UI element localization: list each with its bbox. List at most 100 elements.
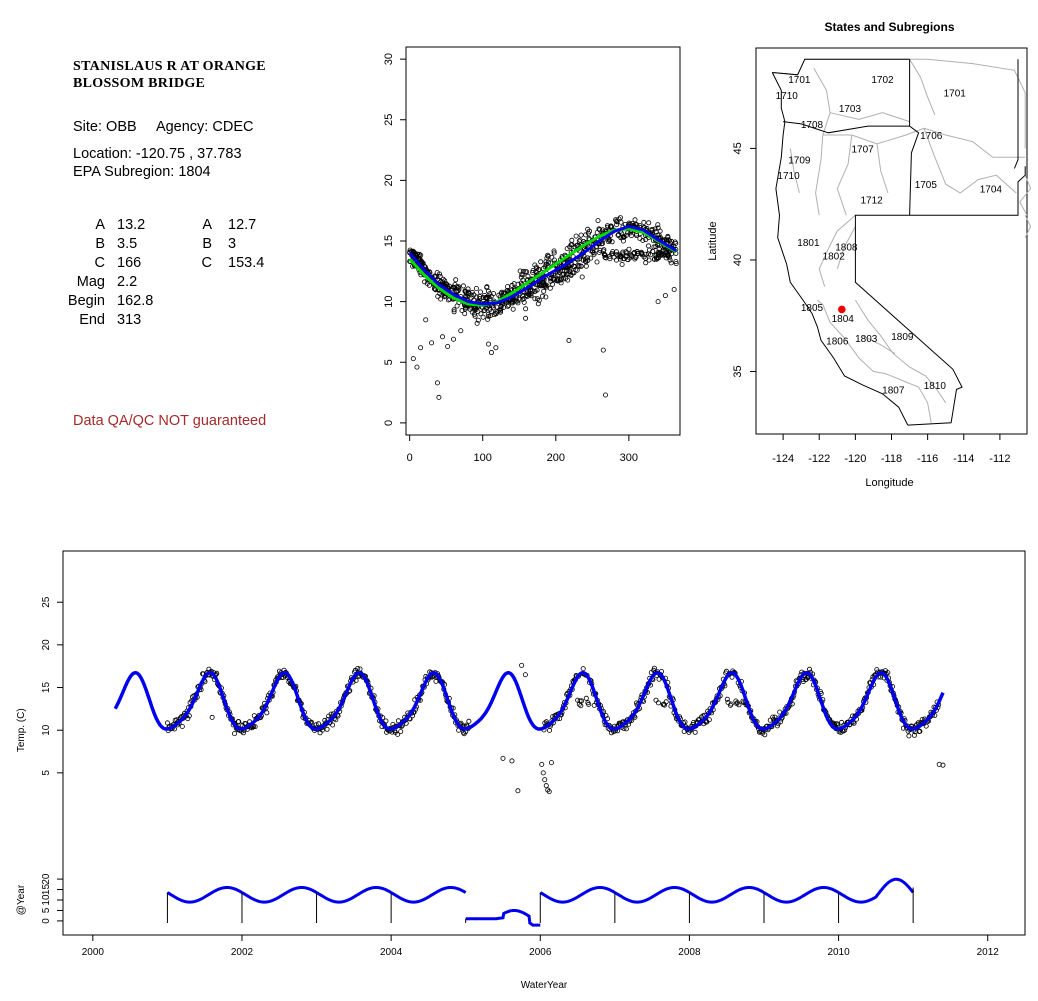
doy-outlier-point [602, 392, 608, 398]
map-subregion-boundary [1024, 215, 1032, 238]
ts-point [762, 732, 768, 738]
ts-sub-y-tick-label: 0 [41, 918, 52, 924]
map-region-label: 1710 [776, 91, 799, 102]
doy-point [571, 264, 577, 270]
doy-x-tick-label: 100 [474, 452, 492, 464]
map-region-label: 1805 [801, 303, 824, 314]
doy-point [641, 219, 647, 225]
param-right-label: B [202, 236, 212, 252]
doy-point [525, 273, 531, 279]
ts-outlier-point [500, 755, 506, 761]
doy-point [480, 295, 486, 301]
doy-point [433, 287, 439, 293]
doy-point [613, 217, 619, 223]
ts-point [185, 716, 191, 722]
doy-point [621, 234, 627, 240]
ts-point [651, 665, 657, 671]
doy-point [505, 303, 511, 309]
doy-point [434, 270, 440, 276]
map-region-label: 1804 [832, 314, 855, 325]
map-region-label: 1702 [871, 75, 894, 86]
doy-point [487, 296, 493, 302]
param-left-row: A 13.2 [0, 216, 190, 235]
ts-sub-y-tick-label: 10 [41, 894, 52, 906]
doy-point [643, 237, 649, 243]
doy-point [551, 250, 557, 256]
doy-point [477, 293, 483, 299]
ts-x-tick-label: 2004 [380, 947, 403, 958]
doy-point [449, 286, 455, 292]
doy-point [666, 254, 672, 260]
timeseries-plot: 2000 2002 2004 2006 2008 2010 2012510152025Wat… [16, 550, 1026, 991]
doy-point [510, 306, 516, 312]
ts-point [706, 717, 712, 723]
map-state-boundary-montana [1013, 59, 1019, 169]
param-right-value: 12.7 [228, 217, 257, 233]
doy-point [551, 248, 557, 254]
doy-point [646, 243, 652, 249]
ts-seasonal-fit-line [113, 670, 945, 731]
map-region-label: 1809 [891, 332, 914, 343]
doy-plot: 0 100 200 300 0 5 10 15 20 25 30 [383, 46, 681, 464]
ts-point [623, 726, 629, 732]
ts-point [682, 719, 688, 725]
doy-outlier-point [445, 343, 451, 349]
doy-point [532, 296, 538, 302]
timeseries-frame [62, 550, 1026, 936]
param-left-value: 3.5 [117, 236, 138, 252]
doy-outlier-point [493, 345, 499, 351]
map-region-label: 1808 [835, 243, 858, 254]
doy-outlier-point [440, 334, 446, 340]
doy-point [536, 267, 542, 273]
ts-point [835, 722, 841, 728]
doy-point [652, 226, 658, 232]
doy-point [551, 257, 557, 263]
doy-point [475, 317, 481, 323]
doy-point [597, 227, 603, 233]
doy-point [520, 277, 526, 283]
doy-point [548, 260, 554, 266]
ts-x-tick-label: 2010 [827, 947, 850, 958]
doy-point [628, 233, 634, 239]
doy-y-tick-label: 5 [383, 359, 395, 365]
doy-point [466, 291, 472, 297]
doy-point [454, 303, 460, 309]
map-region-label: 1705 [915, 180, 938, 191]
parameter-table-right: A 12.7 B 3 C 153.4 [0, 216, 280, 276]
doy-point [494, 309, 500, 315]
map-y-tick-label: 40 [732, 254, 744, 266]
ts-point [724, 696, 730, 702]
doy-outlier-point [436, 394, 442, 400]
ts-outlier-point [235, 719, 241, 725]
ts-outlier-point [522, 672, 528, 678]
doy-point [608, 223, 614, 229]
param-left-label: C [94, 255, 105, 271]
map-x-tick-label: -116 [917, 453, 938, 465]
doy-outlier-point [429, 340, 435, 346]
map-x-tick-label: -124 [772, 453, 794, 465]
doy-point [654, 256, 660, 262]
ts-outlier-point [546, 789, 552, 795]
doy-point [544, 255, 550, 261]
doy-point [605, 224, 611, 230]
doy-point [602, 252, 608, 258]
doy-point [451, 307, 457, 313]
param-left-row: Mag 2.2 [0, 273, 190, 292]
ts-annual-curve [837, 877, 915, 904]
ts-point [851, 720, 857, 726]
map-region-label: 1708 [801, 120, 824, 131]
ts-point [317, 730, 323, 736]
doy-y-tick-label: 10 [383, 296, 395, 308]
doy-point [637, 235, 643, 241]
doy-outlier-point [488, 350, 494, 356]
doy-point [664, 237, 670, 243]
ts-outlier-point [232, 731, 238, 737]
doy-point [451, 284, 457, 290]
ts-point [576, 701, 582, 707]
doy-point [540, 293, 546, 299]
doy-point [445, 297, 451, 303]
map-region-label: 1807 [882, 385, 905, 396]
doy-point [524, 269, 530, 275]
ts-x-tick-label: 2006 [529, 947, 552, 958]
doy-point [468, 292, 474, 298]
